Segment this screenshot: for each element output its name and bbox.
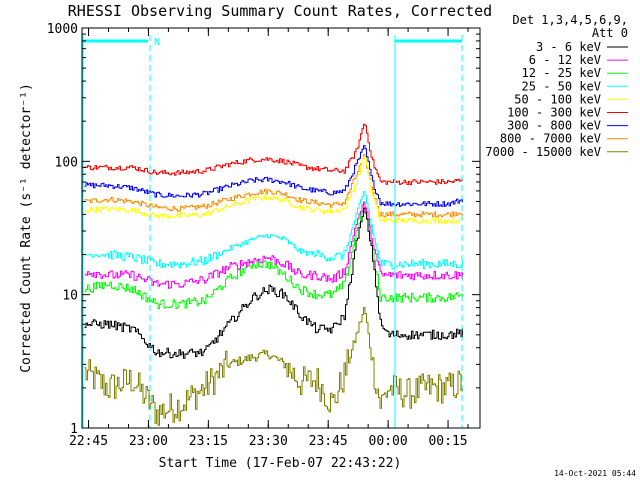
y-axis-ticks: 1 10 100 1000	[47, 22, 480, 437]
x-tick-label: 23:30	[249, 434, 288, 449]
annotation-n-label: N	[154, 37, 160, 48]
y-tick-label: 10	[62, 289, 78, 304]
series-line-800-7000-keV	[84, 154, 463, 218]
legend-label: 25 - 50 keV	[522, 79, 601, 93]
series-line-300-800-keV	[84, 145, 463, 207]
x-tick-label: 23:45	[309, 434, 348, 449]
x-tick-label: 23:00	[129, 434, 168, 449]
series-line-100-300-keV	[84, 123, 463, 186]
x-tick-label: 22:45	[69, 434, 108, 449]
legend-header-line-1: Det 1,3,4,5,6,9,	[512, 13, 628, 27]
y-tick-label: 1000	[47, 22, 78, 37]
y-tick-label: 1	[70, 422, 78, 437]
x-axis-label: Start Time (17-Feb-07 22:43:22)	[159, 456, 402, 471]
legend-label: 6 - 12 keV	[529, 53, 601, 67]
legend-label: 800 - 7000 keV	[500, 132, 601, 146]
series-line-50-100-keV	[84, 156, 463, 224]
plot-frame	[81, 27, 481, 429]
legend-label: 7000 - 15000 keV	[485, 145, 601, 159]
series-line-25-50-keV	[84, 191, 463, 270]
y-axis-label: Corrected Count Rate (s⁻¹ detector⁻¹)	[19, 83, 34, 373]
legend-label: 300 - 800 keV	[507, 119, 601, 133]
series-line-12-25-keV	[84, 203, 463, 310]
x-axis-ticks: 22:45 23:00 23:15 23:30 23:45 00:00 00:15	[69, 28, 469, 449]
legend-label: 12 - 25 keV	[522, 66, 601, 80]
legend-header-line-2: Att 0	[592, 26, 628, 40]
legend-label: 100 - 300 keV	[507, 106, 601, 120]
series-line-7000-15000-keV	[84, 307, 463, 426]
series-layer	[84, 123, 463, 426]
chart-title: RHESSI Observing Summary Count Rates, Co…	[68, 2, 492, 20]
x-tick-label: 00:00	[369, 434, 408, 449]
series-line-6-12-keV	[84, 201, 463, 289]
x-tick-label: 23:15	[189, 434, 228, 449]
footer-date: 14-Oct-2021 05:44	[554, 469, 636, 478]
x-tick-label: 00:15	[428, 434, 467, 449]
y-tick-label: 100	[55, 155, 78, 170]
legend-label: 50 - 100 keV	[514, 92, 601, 106]
series-line-3-6-keV	[84, 207, 463, 359]
legend-label: 3 - 6 keV	[536, 40, 601, 54]
